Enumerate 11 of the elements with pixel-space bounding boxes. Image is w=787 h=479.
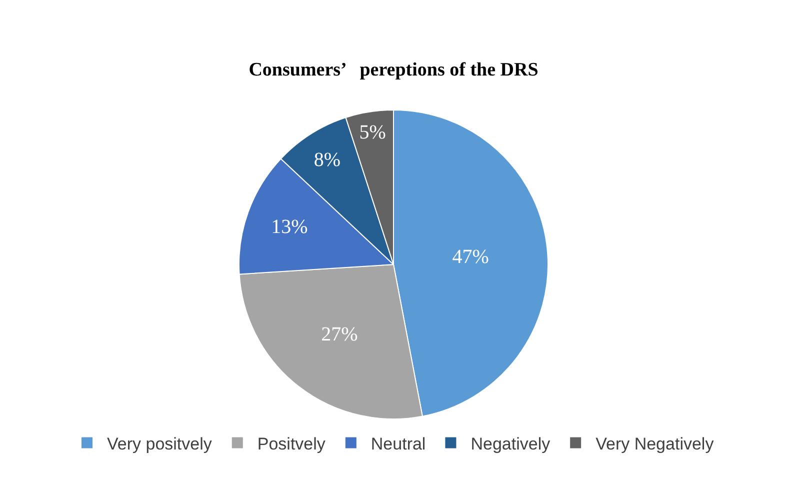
data-label: 27%: [321, 323, 358, 346]
chart-title: Consumers’ pereptions of the DRS: [248, 60, 538, 81]
legend-label: Very Negatively: [596, 434, 714, 454]
legend-label: Positvely: [257, 434, 326, 454]
data-label: 5%: [359, 122, 386, 144]
legend-label: Very positvely: [107, 434, 212, 454]
data-label: 47%: [452, 246, 489, 268]
data-label: 8%: [314, 149, 341, 172]
data-label: 13%: [271, 216, 308, 238]
legend-label: Negatively: [470, 434, 551, 454]
legend-label: Neutral: [370, 434, 426, 454]
